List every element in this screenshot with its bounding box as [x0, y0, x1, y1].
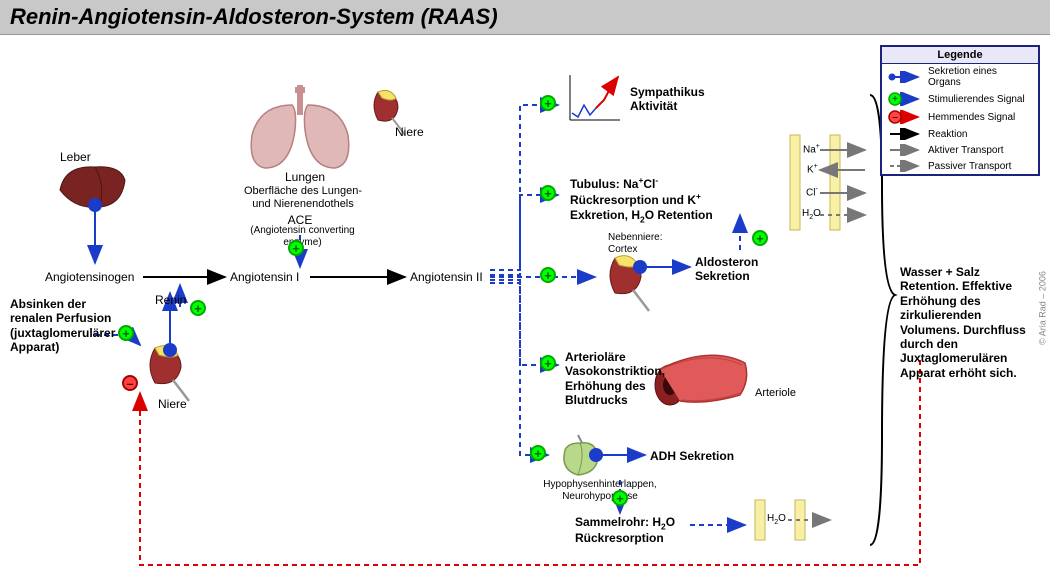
- svg-text:–: –: [892, 112, 898, 123]
- hypophyse-label: Hypophysenhinterlappen, Neurohypophyse: [535, 479, 665, 503]
- plus-icon: +: [190, 300, 206, 316]
- perfusion-text: Absinken der renalen Perfusion (juxtaglo…: [10, 297, 130, 355]
- legend-row: Sekretion eines Organs: [882, 64, 1038, 90]
- k-ion: K+: [807, 163, 818, 176]
- cl-ion: Cl-: [806, 186, 818, 199]
- adh-label: ADH Sekretion: [650, 449, 734, 463]
- angiotensin1-label: Angiotensin I: [230, 270, 299, 284]
- svg-text:+: +: [892, 94, 898, 105]
- renin-label: Renin: [155, 293, 186, 307]
- legend-row: Aktiver Transport: [882, 142, 1038, 158]
- plus-icon: +: [530, 445, 546, 461]
- legend-label: Reaktion: [928, 129, 967, 140]
- legend-label: Stimulierendes Signal: [928, 94, 1025, 105]
- plus-icon: +: [540, 95, 556, 111]
- title-bar: Renin-Angiotensin-Aldosteron-System (RAA…: [0, 0, 1050, 35]
- legend-title: Legende: [882, 47, 1038, 64]
- angiotensin2-label: Angiotensin II: [410, 270, 483, 284]
- arteriole-label: Arteriole: [755, 387, 796, 400]
- h2o-2: H2O: [767, 513, 786, 527]
- sammelrohr-label: Sammelrohr: H2O Rückresorption: [575, 515, 695, 546]
- vasokonstriktion-label: Arterioläre Vasokonstriktion, Erhöhung d…: [565, 350, 685, 408]
- copyright-text: © Aria Rad – 2006: [1038, 271, 1048, 345]
- lung-surface-text: Oberfläche des Lungen- und Nierenendothe…: [238, 185, 368, 211]
- plus-icon: +: [118, 325, 134, 341]
- page-title: Renin-Angiotensin-Aldosteron-System (RAA…: [10, 4, 1040, 30]
- result-text: Wasser + Salz Retention. Effektive Erhöh…: [900, 265, 1040, 380]
- legend-box: Legende Sekretion eines Organs + Stimuli…: [880, 45, 1040, 176]
- h2o-1: H2O: [802, 208, 821, 222]
- aldosteron-label: Aldosteron Sekretion: [695, 255, 775, 284]
- plus-icon: +: [752, 230, 768, 246]
- tubulus-label: Tubulus: Na+Cl- Rückresorption und K+ Ex…: [570, 175, 720, 224]
- legend-row: Reaktion: [882, 126, 1038, 142]
- legend-label: Aktiver Transport: [928, 145, 1004, 156]
- plus-icon: +: [540, 185, 556, 201]
- plus-icon: +: [540, 267, 556, 283]
- legend-row: + Stimulierendes Signal: [882, 90, 1038, 108]
- kidney-label-2: Niere: [158, 397, 187, 411]
- kidney-label-1: Niere: [395, 125, 424, 139]
- angiotensinogen-label: Angiotensinogen: [45, 270, 134, 284]
- plus-icon: +: [288, 240, 304, 256]
- nebenniere-label: Nebenniere: Cortex: [608, 232, 688, 256]
- plus-icon: +: [612, 490, 628, 506]
- legend-row: – Hemmendes Signal: [882, 108, 1038, 126]
- legend-row: Passiver Transport: [882, 158, 1038, 174]
- legend-label: Hemmendes Signal: [928, 112, 1015, 123]
- na-ion: Na+: [803, 143, 820, 156]
- diagram-canvas: Leber Lungen Niere Niere Arteriole Angio…: [0, 35, 1050, 580]
- liver-label: Leber: [60, 150, 91, 164]
- legend-label: Sekretion eines Organs: [928, 66, 1032, 88]
- plus-icon: +: [540, 355, 556, 371]
- legend-label: Passiver Transport: [928, 161, 1011, 172]
- lungs-label: Lungen: [285, 170, 325, 184]
- minus-icon: –: [122, 375, 138, 391]
- sympathikus-label: Sympathikus Aktivität: [630, 85, 730, 114]
